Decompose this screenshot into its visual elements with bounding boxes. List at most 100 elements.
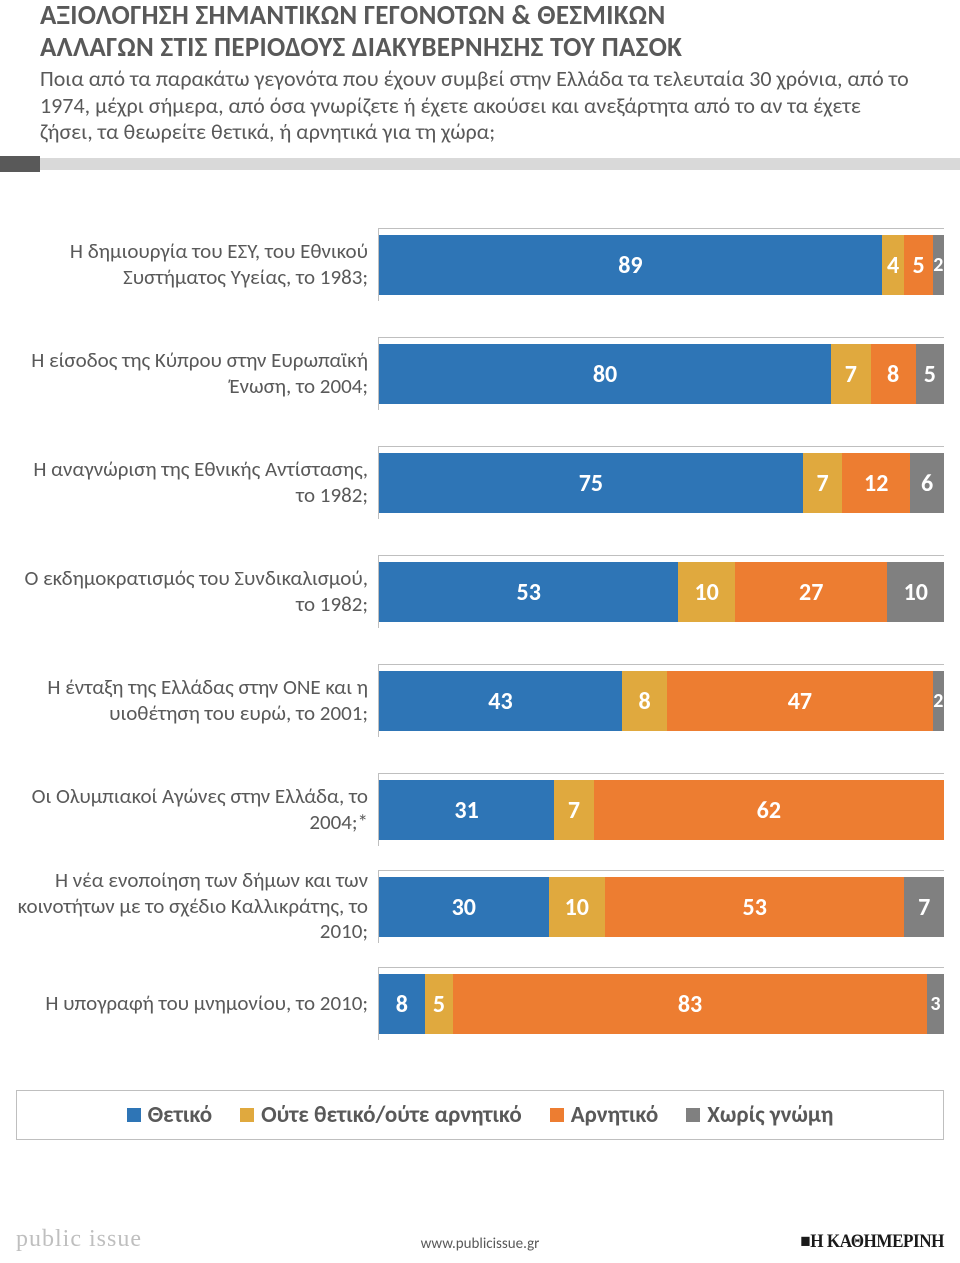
- bar: 75 7 12 6: [378, 446, 944, 519]
- title-line-2: ΑΛΛΑΓΩΝ ΣΤΙΣ ΠΕΡΙΟΔΟΥΣ ΔΙΑΚΥΒΕΡΝΗΣΗΣ ΤΟΥ…: [40, 32, 936, 64]
- bar-value: 53: [741, 893, 769, 922]
- bar-value: 47: [786, 687, 814, 716]
- bar: 31 7 62: [378, 773, 944, 846]
- bar-value: 7: [843, 360, 859, 389]
- bar-value: 7: [916, 893, 932, 922]
- category-label: Η υπογραφή του μνημονίου, το 2010;: [16, 991, 378, 1017]
- bar-value: 31: [452, 796, 480, 825]
- bar-segment: 31: [379, 780, 554, 840]
- bar-segment: 75: [379, 453, 803, 513]
- bar-segment: 2: [933, 671, 944, 731]
- bar-value: 8: [885, 360, 901, 389]
- bar-value: 10: [693, 578, 721, 607]
- bar-value: 7: [814, 469, 830, 498]
- legend-label-neutral: Ούτε θετικό/ούτε αρνητικό: [261, 1101, 522, 1129]
- bar-value: 10: [563, 893, 591, 922]
- bar-value: 3: [928, 992, 942, 1016]
- chart-row: Η αναγνώριση της Εθνικής Αντίστασης, το …: [16, 446, 944, 519]
- brand-right: ■Η ΚΑΘΗΜΕΡΙΝΗ: [755, 1231, 944, 1253]
- bar-segment: 7: [803, 453, 843, 513]
- bar-value: 2: [933, 689, 944, 713]
- title-line-1: ΑΞΙΟΛΟΓΗΣΗ ΣΗΜΑΝΤΙΚΩΝ ΓΕΓΟΝΟΤΩΝ & ΘΕΣΜΙΚ…: [40, 0, 936, 32]
- bar-value: 10: [902, 578, 930, 607]
- bar-stack: 30 10 53 7: [379, 877, 944, 937]
- bar-segment: 5: [904, 235, 932, 295]
- bar: 43 8 47 2: [378, 664, 944, 737]
- bar-value: 80: [591, 360, 619, 389]
- legend-label-negative: Αρνητικό: [571, 1101, 659, 1129]
- bar-segment: 5: [425, 974, 454, 1034]
- bar-segment: 53: [379, 562, 678, 622]
- category-label: Η είσοδος της Κύπρου στην Ευρωπαϊκή Ένωσ…: [16, 348, 378, 399]
- legend-label-noopinion: Χωρίς γνώμη: [707, 1101, 833, 1129]
- bar-segment: 43: [379, 671, 622, 731]
- chart-row: Η νέα ενοποίηση των δήμων και των κοινοτ…: [16, 868, 944, 945]
- bar-segment: 30: [379, 877, 549, 937]
- category-label: Ο εκδημοκρατισμός του Συνδικαλισμού, το …: [16, 566, 378, 617]
- subtitle: Ποια από τα παρακάτω γεγονότα που έχουν …: [40, 66, 936, 146]
- bar-stack: 43 8 47 2: [379, 671, 944, 731]
- bar-value: 5: [922, 360, 938, 389]
- accent-bar: [0, 158, 960, 170]
- bar-segment: 4: [882, 235, 905, 295]
- bar-segment: 8: [622, 671, 667, 731]
- swatch-neutral: [240, 1108, 254, 1122]
- chart-row: Η είσοδος της Κύπρου στην Ευρωπαϊκή Ένωσ…: [16, 337, 944, 410]
- bar: 85 83 3: [378, 967, 944, 1040]
- bar: 80 785: [378, 337, 944, 410]
- bar-value: 6: [919, 469, 935, 498]
- category-label: Η δημιουργία του ΕΣΥ, του Εθνικού Συστήμ…: [16, 239, 378, 290]
- bar-value: 12: [862, 469, 890, 498]
- bar: 30 10 53 7: [378, 870, 944, 943]
- bar-segment: 53: [605, 877, 904, 937]
- bar-value: 75: [577, 469, 605, 498]
- bar-segment: 7: [904, 877, 944, 937]
- bar-segment: 12: [842, 453, 910, 513]
- bar-value: 5: [431, 990, 447, 1019]
- bar-stack: 53 10 27 10: [379, 562, 944, 622]
- bar-segment: 8: [379, 974, 425, 1034]
- header: ΑΞΙΟΛΟΓΗΣΗ ΣΗΜΑΝΤΙΚΩΝ ΓΕΓΟΝΟΤΩΝ & ΘΕΣΜΙΚ…: [0, 0, 960, 174]
- legend-noopinion: Χωρίς γνώμη: [686, 1101, 833, 1129]
- bar-value: 2: [933, 253, 944, 277]
- bar-segment: 2: [933, 235, 944, 295]
- bar-value: 62: [755, 796, 783, 825]
- bar-stack: 75 7 12 6: [379, 453, 944, 513]
- bar-segment: 62: [594, 780, 944, 840]
- bar-segment: 3: [927, 974, 944, 1034]
- bar-value: 4: [885, 251, 901, 280]
- bar-value: 8: [636, 687, 652, 716]
- category-label: Η ένταξη της Ελλάδας στην ΟΝΕ και η υιοθ…: [16, 675, 378, 726]
- bar-segment: 47: [667, 671, 933, 731]
- bar-segment: 27: [735, 562, 888, 622]
- bar-value: 30: [450, 893, 478, 922]
- legend: Θετικό Ούτε θετικό/ούτε αρνητικό Αρνητικ…: [16, 1090, 944, 1140]
- swatch-noopinion: [686, 1108, 700, 1122]
- category-label: Η αναγνώριση της Εθνικής Αντίστασης, το …: [16, 457, 378, 508]
- bar-segment: 89: [379, 235, 882, 295]
- bar-value: 53: [515, 578, 543, 607]
- bar-segment: 7: [554, 780, 594, 840]
- category-label: Η νέα ενοποίηση των δήμων και των κοινοτ…: [16, 868, 378, 945]
- footer-url: www.publicissue.gr: [226, 1235, 734, 1253]
- bar-value: 89: [616, 251, 644, 280]
- chart-row: Η υπογραφή του μνημονίου, το 2010;85 83 3: [16, 967, 944, 1040]
- bar-value: 27: [797, 578, 825, 607]
- category-label: Οι Ολυμπιακοί Αγώνες στην Ελλάδα, το 200…: [16, 784, 378, 835]
- legend-negative: Αρνητικό: [550, 1101, 659, 1129]
- bar: 53 10 27 10: [378, 555, 944, 628]
- bar-value: 5: [910, 251, 926, 280]
- chart-row: Οι Ολυμπιακοί Αγώνες στην Ελλάδα, το 200…: [16, 773, 944, 846]
- legend-label-positive: Θετικό: [148, 1101, 213, 1129]
- bar-segment: 83: [453, 974, 927, 1034]
- bar-value: 83: [676, 990, 704, 1019]
- bar-stack: 80 785: [379, 344, 944, 404]
- bar-stack: 89 452: [379, 235, 944, 295]
- swatch-negative: [550, 1108, 564, 1122]
- bar-value: 7: [566, 796, 582, 825]
- bar-segment: 10: [887, 562, 944, 622]
- chart-row: Η δημιουργία του ΕΣΥ, του Εθνικού Συστήμ…: [16, 228, 944, 301]
- bar-segment: 10: [549, 877, 606, 937]
- bar-segment: 10: [678, 562, 735, 622]
- footer: public issue www.publicissue.gr ■Η ΚΑΘΗΜ…: [0, 1226, 960, 1253]
